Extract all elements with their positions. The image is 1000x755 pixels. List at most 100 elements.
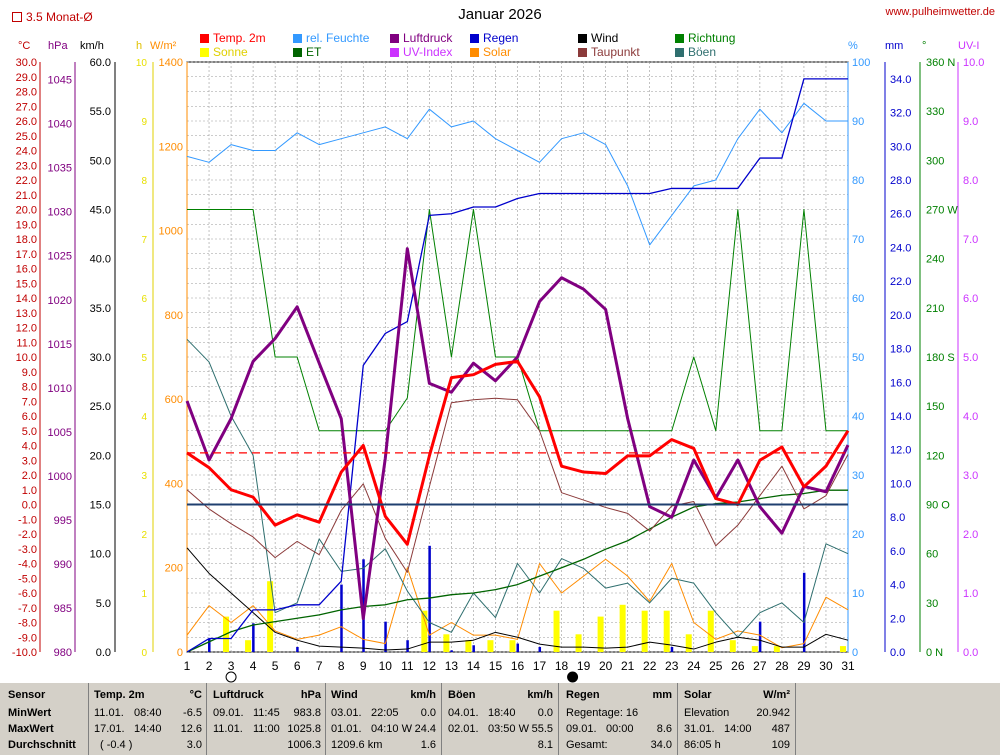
temp-tick-label: 27.0 [16, 101, 37, 113]
mm-tick-label: 34.0 [890, 74, 911, 86]
temp-tick-label: -6.0 [18, 588, 37, 600]
series-wind [186, 547, 849, 651]
monthly-average-indicator: 3.5 Monat-Ø [12, 10, 93, 24]
x-tick-label: 16 [511, 659, 525, 673]
unit-mm: mm [885, 40, 904, 52]
temp-min-time: 08:40 [134, 707, 162, 719]
wind-min-value: 0.0 [420, 707, 436, 719]
legend-label: Regen [483, 31, 519, 45]
legend-label: rel. Feuchte [306, 31, 370, 45]
row-max-label: MaxWert [8, 723, 54, 735]
divider [558, 683, 559, 755]
pct-tick-label: 80 [852, 175, 864, 187]
gust-max-time: 03:50 W [488, 723, 529, 735]
pressure-min-time: 11:45 [253, 707, 280, 719]
statistics-panel: Sensor MinWert MaxWert Durchschnitt Temp… [0, 683, 1000, 755]
temp-header: Temp. 2m [94, 689, 145, 701]
rain-bar [340, 584, 343, 652]
solar-tick-label: 1400 [159, 57, 183, 69]
wind-min-date: 03.01. [331, 707, 362, 719]
series-solar [186, 558, 849, 649]
temp-tick-label: 6.0 [22, 411, 37, 423]
wind-tick-label: 5.0 [96, 598, 111, 610]
temp-tick-label: 22.0 [16, 175, 37, 187]
mm-tick-label: 18.0 [890, 344, 911, 356]
rain-unit: mm [652, 689, 672, 701]
rain-days: Regentage: 16 [566, 707, 639, 719]
legend-item-9: Solar [470, 46, 511, 59]
temp-tick-label: 14.0 [16, 293, 37, 305]
rain-bar [450, 650, 453, 652]
solar-max-time: 14:00 [724, 723, 752, 735]
pressure-max-date: 11.01. [213, 723, 243, 735]
legend-item-2: Luftdruck [390, 32, 452, 45]
x-tick-label: 28 [775, 659, 789, 673]
stats-rain: Regen mm Regentage: 16 09.01. 00:00 8.6 … [566, 687, 672, 753]
sun-tick-label: 3 [141, 471, 147, 482]
sun-bar [685, 634, 692, 652]
x-tick-label: 27 [753, 659, 767, 673]
x-tick-label: 9 [360, 659, 367, 673]
legend-swatch [470, 48, 479, 57]
temp-tick-label: 2.0 [22, 470, 37, 482]
rain-max-time: 00:00 [606, 723, 634, 735]
series-rain-cumulative [186, 78, 848, 653]
sun-bar [619, 604, 626, 652]
rain-header: Regen [566, 689, 600, 701]
unit-hpa: hPa [48, 40, 68, 52]
sun-tick-label: 7 [141, 235, 147, 246]
rain-bar [406, 640, 409, 652]
sun-bar [421, 610, 428, 652]
rain-bar [538, 646, 542, 652]
mm-tick-label: 2.0 [890, 613, 905, 625]
gust-max-date: 02.01. [448, 723, 479, 735]
wind-tick-label: 0.0 [96, 647, 111, 659]
legend-swatch [578, 34, 587, 43]
rain-bar [384, 621, 387, 652]
legend-item-11: Böen [675, 46, 716, 59]
row-min-label: MinWert [8, 707, 52, 719]
pressure-unit: hPa [300, 689, 321, 701]
temp-tick-label: 28.0 [16, 87, 37, 99]
temp-min-value: -6.5 [183, 707, 202, 719]
wind-max-value: 24.4 [414, 723, 436, 735]
x-tick-label: 11 [401, 659, 414, 673]
sun-tick-label: 4 [141, 412, 147, 423]
sun-bar [707, 610, 714, 652]
pct-tick-label: 20 [852, 529, 864, 541]
temp-tick-label: 21.0 [16, 190, 37, 202]
mm-tick-label: 24.0 [890, 242, 911, 254]
hpa-tick-label: 990 [54, 559, 72, 571]
sun-bar [267, 581, 274, 652]
x-tick-label: 14 [467, 659, 481, 673]
wind-tick-label: 30.0 [90, 352, 111, 364]
solar-unit: W/m² [763, 689, 790, 701]
temp-tick-label: -1.0 [18, 514, 37, 526]
website-link[interactable]: www.pulheimwetter.de [885, 6, 995, 18]
solar-max-value: 487 [771, 723, 790, 735]
gust-min-time: 18:40 [488, 707, 516, 719]
legend-swatch [675, 48, 684, 57]
mm-tick-label: 20.0 [890, 310, 911, 322]
mm-tick-label: 6.0 [890, 546, 905, 558]
x-tick-label: 6 [294, 659, 301, 673]
deg-tick-label: 90 O [926, 500, 950, 512]
wind-min-time: 22:05 [371, 707, 399, 719]
mm-tick-label: 0.0 [890, 647, 905, 659]
stats-pressure: Luftdruck hPa 09.01. 11:45 983.8 11.01. … [213, 687, 321, 753]
divider [795, 683, 796, 755]
x-tick-label: 18 [555, 659, 569, 673]
hpa-tick-label: 1000 [48, 471, 72, 483]
temp-tick-label: 15.0 [16, 278, 37, 290]
rain-max-value: 8.6 [656, 723, 672, 735]
temp-tick-label: 10.0 [16, 352, 37, 364]
rain-bar [428, 545, 431, 652]
sun-tick-label: 5 [141, 353, 147, 364]
chart-area: 30.0 29.0 28.0 27.0 26.0 25.0 24.0 23.0 22.0 21.0… [0, 0, 1000, 683]
x-tick-label: 10 [379, 659, 393, 673]
uv-tick-label: 0.0 [963, 647, 978, 659]
x-tick-label: 5 [272, 659, 279, 673]
legend-item-5: Richtung [675, 32, 735, 45]
rain-bar [758, 621, 762, 652]
legend-label: Wind [591, 31, 619, 45]
